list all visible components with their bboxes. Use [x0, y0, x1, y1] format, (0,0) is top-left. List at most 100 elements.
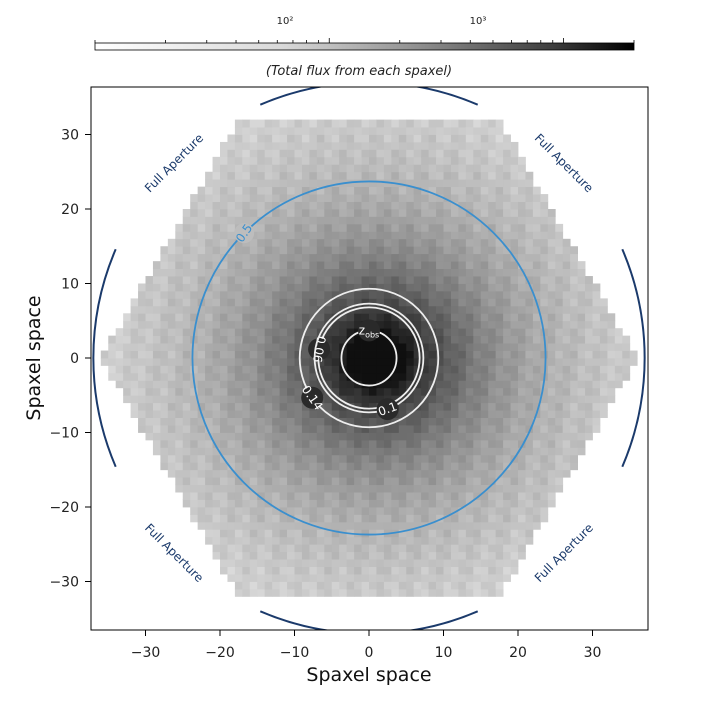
- heatmap-cell: [249, 179, 258, 188]
- heatmap-cell: [391, 365, 400, 374]
- heatmap-cell: [182, 395, 191, 404]
- heatmap-cell: [480, 425, 489, 433]
- heatmap-cell: [279, 201, 288, 210]
- heatmap-cell: [436, 402, 444, 411]
- heatmap-cell: [242, 551, 251, 560]
- heatmap-cell: [488, 566, 497, 575]
- heatmap-cell: [376, 156, 385, 165]
- heatmap-cell: [450, 536, 459, 545]
- heatmap-cell: [272, 454, 280, 463]
- heatmap-cell: [331, 365, 340, 374]
- heatmap-cell: [212, 320, 221, 329]
- heatmap-cell: [249, 365, 258, 374]
- heatmap-cell: [570, 261, 578, 269]
- heatmap-cell: [532, 417, 541, 426]
- heatmap-cell: [234, 477, 243, 486]
- heatmap-cell: [413, 544, 422, 553]
- heatmap-cell: [503, 507, 511, 515]
- heatmap-cell: [264, 469, 273, 478]
- heatmap-cell: [138, 290, 146, 299]
- heatmap-cell: [220, 209, 228, 217]
- heatmap-cell: [145, 335, 154, 344]
- heatmap-cell: [547, 410, 556, 418]
- heatmap-cell: [383, 499, 392, 508]
- heatmap-cell: [391, 514, 400, 523]
- heatmap-cell: [190, 298, 199, 307]
- heatmap-cell: [458, 127, 467, 135]
- heatmap-cell: [272, 544, 280, 553]
- heatmap-cell: [547, 380, 556, 389]
- heatmap-cell: [465, 261, 474, 269]
- heatmap-cell: [599, 305, 608, 314]
- heatmap-cell: [532, 507, 541, 515]
- heatmap-cell: [339, 268, 348, 277]
- heatmap-cell: [421, 335, 429, 344]
- heatmap-cell: [249, 328, 258, 337]
- heatmap-cell: [570, 298, 578, 307]
- heatmap-cell: [212, 492, 221, 500]
- heatmap-cell: [242, 268, 251, 277]
- heatmap-cell: [525, 380, 534, 389]
- heatmap-cell: [406, 372, 415, 381]
- heatmap-cell: [383, 454, 392, 463]
- heatmap-cell: [577, 350, 586, 359]
- heatmap-cell: [525, 276, 534, 284]
- heatmap-cell: [249, 484, 258, 493]
- heatmap-cell: [152, 439, 161, 448]
- heatmap-cell: [309, 439, 318, 448]
- heatmap-cell: [167, 298, 176, 307]
- heatmap-cell: [450, 477, 459, 486]
- heatmap-cell: [331, 231, 340, 240]
- heatmap-cell: [167, 410, 176, 418]
- heatmap-cell: [287, 313, 295, 322]
- heatmap-cell: [227, 350, 236, 359]
- heatmap-cell: [175, 395, 184, 404]
- heatmap-cell: [570, 253, 578, 262]
- heatmap-cell: [599, 372, 608, 381]
- heatmap-cell: [540, 387, 549, 396]
- heatmap-cell: [234, 156, 243, 165]
- heatmap-cell: [585, 350, 593, 359]
- heatmap-cell: [465, 127, 474, 135]
- heatmap-cell: [555, 350, 564, 359]
- heatmap-cell: [130, 395, 139, 404]
- heatmap-cell: [331, 238, 340, 247]
- heatmap-cell: [212, 425, 221, 433]
- heatmap-cell: [436, 298, 444, 307]
- heatmap-cell: [264, 253, 273, 262]
- heatmap-cell: [413, 477, 422, 486]
- heatmap-cell: [220, 507, 228, 515]
- heatmap-cell: [413, 156, 422, 165]
- heatmap-cell: [547, 343, 556, 351]
- heatmap-cell: [331, 447, 340, 456]
- heatmap-cell: [257, 171, 266, 180]
- heatmap-cell: [167, 425, 176, 433]
- heatmap-cell: [465, 201, 474, 210]
- heatmap-cell: [532, 223, 541, 232]
- heatmap-cell: [383, 231, 392, 240]
- heatmap-cell: [361, 141, 370, 150]
- heatmap-cell: [272, 551, 280, 560]
- heatmap-cell: [242, 149, 251, 158]
- heatmap-cell: [272, 268, 280, 277]
- heatmap-cell: [242, 343, 251, 351]
- heatmap-cell: [257, 320, 266, 329]
- heatmap-cell: [376, 276, 385, 284]
- heatmap-cell: [398, 559, 407, 567]
- heatmap-cell: [220, 402, 228, 411]
- heatmap-cell: [316, 127, 325, 135]
- heatmap-cell: [465, 417, 474, 426]
- heatmap-cell: [592, 335, 601, 344]
- heatmap-cell: [510, 194, 519, 202]
- heatmap-cell: [495, 127, 504, 135]
- heatmap-cell: [473, 395, 482, 404]
- heatmap-cell: [309, 574, 318, 582]
- heatmap-cell: [376, 261, 385, 269]
- heatmap-cell: [406, 313, 415, 322]
- heatmap-cell: [413, 127, 422, 135]
- heatmap-cell: [421, 402, 429, 411]
- heatmap-cell: [376, 231, 385, 240]
- heatmap-cell: [301, 432, 310, 441]
- heatmap-cell: [242, 469, 251, 478]
- heatmap-cell: [339, 425, 348, 433]
